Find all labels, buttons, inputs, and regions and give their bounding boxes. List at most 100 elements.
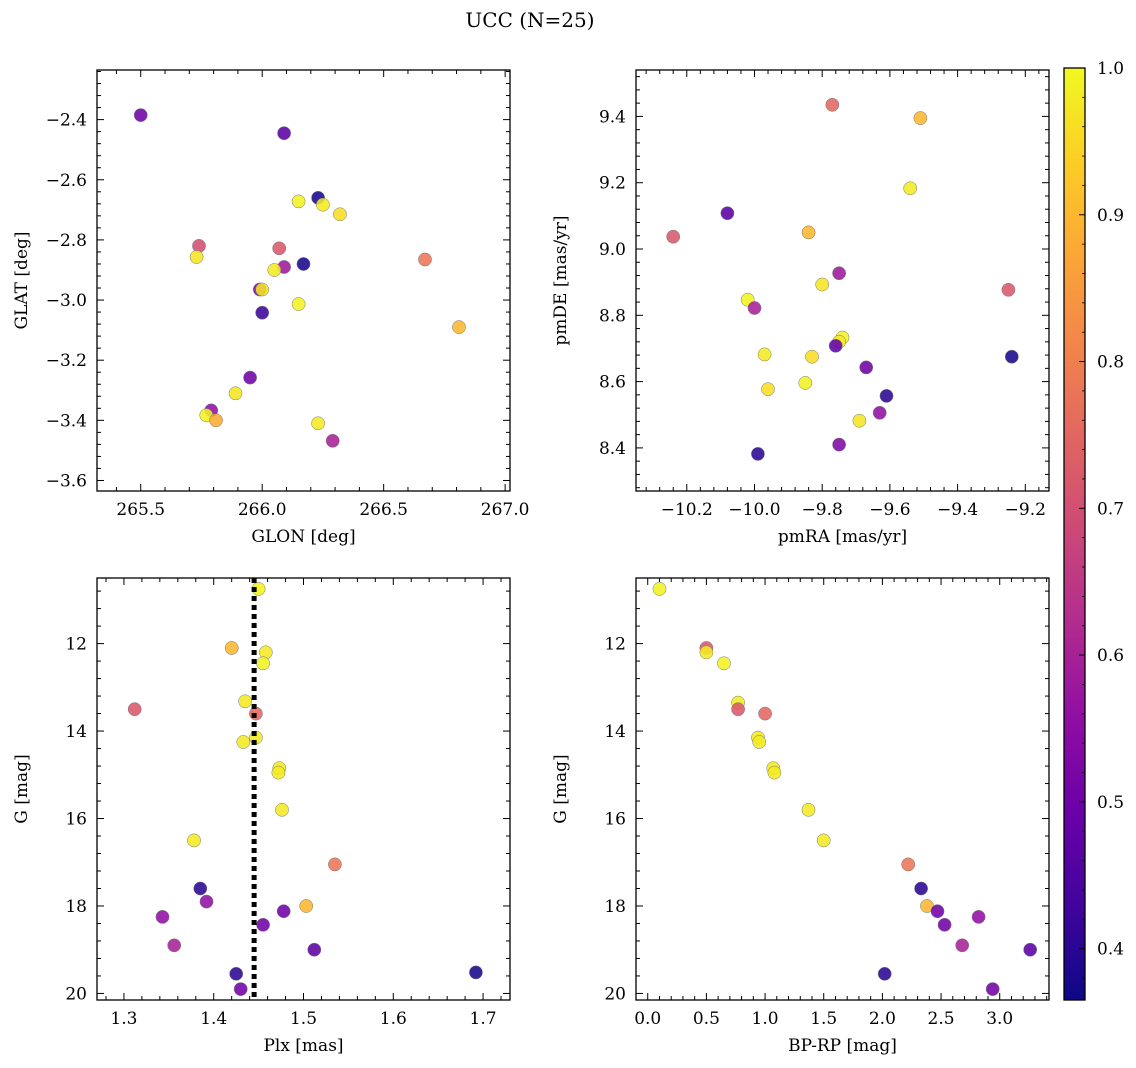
data-point xyxy=(852,413,867,428)
data-point xyxy=(805,349,819,364)
y-tick-label: −3.6 xyxy=(46,471,87,491)
colorbar-fill xyxy=(1064,68,1085,1000)
data-point xyxy=(903,181,918,196)
axes-frame xyxy=(96,69,511,492)
data-point xyxy=(187,833,201,848)
panel-color-magnitude: 0.0 0.5 1.0 1.5 2.0 2.5 3.0 12 14 16 18 20 BP-RP [ma… xyxy=(551,577,1050,1056)
data-point xyxy=(752,735,767,749)
x-tick-label: 0.5 xyxy=(693,1009,720,1029)
colorbar-tick-label: 0.6 xyxy=(1097,646,1124,666)
data-point xyxy=(267,263,282,277)
data-point xyxy=(224,641,239,655)
data-point xyxy=(930,904,945,919)
y-tick-label: 14 xyxy=(604,722,626,742)
y-tick-label: 16 xyxy=(65,810,87,830)
data-point xyxy=(731,702,745,717)
data-point xyxy=(193,881,208,896)
data-point xyxy=(879,389,894,403)
data-point xyxy=(815,277,830,292)
data-point xyxy=(155,910,170,924)
x-tick-label: 2.5 xyxy=(928,1009,955,1029)
axes-frame xyxy=(635,577,1050,1001)
data-point xyxy=(720,206,735,221)
data-point xyxy=(127,702,142,717)
y-tick-label: −2.8 xyxy=(46,231,87,251)
data-point xyxy=(832,266,846,281)
y-axis-label: GLAT [deg] xyxy=(12,231,32,329)
scatter-points xyxy=(133,108,466,448)
axes-frame xyxy=(96,577,511,1001)
colorbar-tick-label: 0.5 xyxy=(1097,793,1124,813)
x-tick-label: 267.0 xyxy=(481,500,530,520)
data-point xyxy=(825,97,840,112)
data-point xyxy=(955,938,970,953)
data-point xyxy=(238,694,252,709)
y-tick-label: 20 xyxy=(65,984,87,1004)
data-point xyxy=(452,320,466,334)
data-point xyxy=(133,108,148,122)
panel-proper-motion: −10.2 −10.0 −9.8 −9.6 −9.4 −9.2 8.4 8.6 8.8 9.0 9.… xyxy=(551,69,1050,547)
y-tick-label: 9.2 xyxy=(599,174,626,194)
data-point xyxy=(761,382,775,397)
data-point xyxy=(333,207,347,222)
data-point xyxy=(276,904,291,919)
data-point xyxy=(985,982,1000,996)
colorbar-tick-label: 0.9 xyxy=(1097,206,1124,226)
data-point xyxy=(275,802,289,817)
data-point xyxy=(316,197,330,212)
data-point xyxy=(747,301,762,315)
y-tick-label: 16 xyxy=(604,810,626,830)
data-point xyxy=(652,582,667,596)
x-axis-label: pmRA [mas/yr] xyxy=(778,527,907,547)
data-point xyxy=(243,370,257,385)
x-tick-label: 1.7 xyxy=(470,1009,497,1029)
x-tick-label: 1.5 xyxy=(290,1009,317,1029)
data-point xyxy=(717,656,731,671)
data-point xyxy=(872,405,887,420)
y-tick-label: −3.2 xyxy=(46,351,87,371)
x-tick-label: 266.5 xyxy=(359,500,408,520)
data-point xyxy=(913,111,928,125)
y-axis-label: G [mag] xyxy=(551,754,571,823)
tick-marks xyxy=(97,578,510,1000)
axes-frame xyxy=(635,69,1050,492)
x-tick-label: −9.4 xyxy=(937,500,978,520)
data-point xyxy=(801,802,816,817)
x-tick-label: 1.0 xyxy=(752,1009,779,1029)
data-point xyxy=(832,437,846,452)
data-point xyxy=(699,645,714,660)
x-axis-label: BP-RP [mag] xyxy=(788,1036,897,1056)
x-tick-label: 266.0 xyxy=(238,500,287,520)
data-point xyxy=(914,881,928,896)
x-tick-label: −10.2 xyxy=(661,500,713,520)
x-tick-label: −9.8 xyxy=(802,500,843,520)
x-axis-label: Plx [mas] xyxy=(263,1036,343,1056)
y-tick-label: 20 xyxy=(604,984,626,1004)
data-point xyxy=(937,917,952,932)
y-tick-label: 9.4 xyxy=(599,107,626,127)
scatter-points xyxy=(127,582,483,996)
data-point xyxy=(199,894,214,909)
data-point xyxy=(901,857,916,872)
data-point xyxy=(233,982,248,996)
panel-parallax-magnitude: 1.3 1.4 1.5 1.6 1.7 12 14 16 18 20 Plx [mas] G [mag… xyxy=(12,577,511,1056)
data-point xyxy=(296,257,311,271)
scatter-points xyxy=(666,97,1019,461)
data-point xyxy=(236,735,251,749)
x-tick-label: 3.0 xyxy=(986,1009,1013,1029)
data-point xyxy=(325,433,340,448)
colorbar-tick-label: 0.7 xyxy=(1097,499,1124,519)
data-point xyxy=(256,656,270,671)
data-point xyxy=(291,297,306,311)
data-point xyxy=(229,966,244,981)
data-point xyxy=(1001,282,1016,297)
data-point xyxy=(798,376,813,390)
data-point xyxy=(328,857,342,872)
y-axis-label: pmDE [mas/yr] xyxy=(551,215,571,345)
data-point xyxy=(971,910,986,924)
x-tick-label: 2.0 xyxy=(869,1009,896,1029)
data-point xyxy=(189,250,204,264)
x-tick-label: 1.5 xyxy=(810,1009,837,1029)
y-tick-label: 8.4 xyxy=(599,439,626,459)
